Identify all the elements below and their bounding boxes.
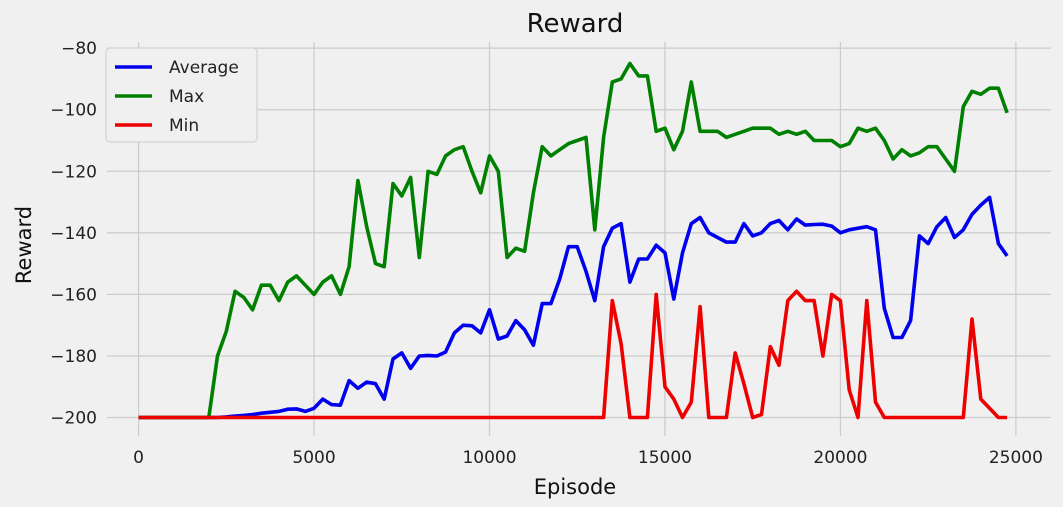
legend-label-max: Max bbox=[169, 87, 204, 107]
legend: Average Max Min bbox=[105, 47, 258, 143]
x-axis-label: Episode bbox=[534, 475, 616, 499]
x-tick-label: 25000 bbox=[989, 448, 1043, 468]
y-tick-label: −160 bbox=[50, 285, 97, 305]
x-tick-label: 15000 bbox=[638, 448, 692, 468]
x-tick-label: 10000 bbox=[462, 448, 516, 468]
chart-title: Reward bbox=[527, 9, 624, 39]
legend-label-average: Average bbox=[169, 58, 239, 78]
x-axis-ticks: 0 5000 10000 15000 20000 25000 bbox=[133, 448, 1043, 468]
x-tick-label: 20000 bbox=[813, 448, 867, 468]
series-line-average bbox=[138, 195, 1009, 420]
legend-label-min: Min bbox=[169, 116, 199, 136]
series-line-min bbox=[138, 289, 1008, 420]
y-tick-label: −100 bbox=[50, 101, 97, 121]
y-tick-label: −120 bbox=[50, 162, 97, 182]
y-axis-ticks: −200 −180 −160 −140 −120 −100 −80 bbox=[50, 39, 97, 428]
y-tick-label: −80 bbox=[61, 39, 97, 59]
y-tick-label: −200 bbox=[50, 409, 97, 429]
x-tick-label: 0 bbox=[133, 448, 144, 468]
x-tick-label: 5000 bbox=[292, 448, 335, 468]
legend-box bbox=[105, 47, 258, 143]
series-line-max bbox=[138, 61, 1009, 420]
y-axis-label: Reward bbox=[12, 206, 36, 284]
y-tick-label: −180 bbox=[50, 347, 97, 367]
series-lines bbox=[138, 61, 1009, 420]
y-tick-label: −140 bbox=[50, 224, 97, 244]
